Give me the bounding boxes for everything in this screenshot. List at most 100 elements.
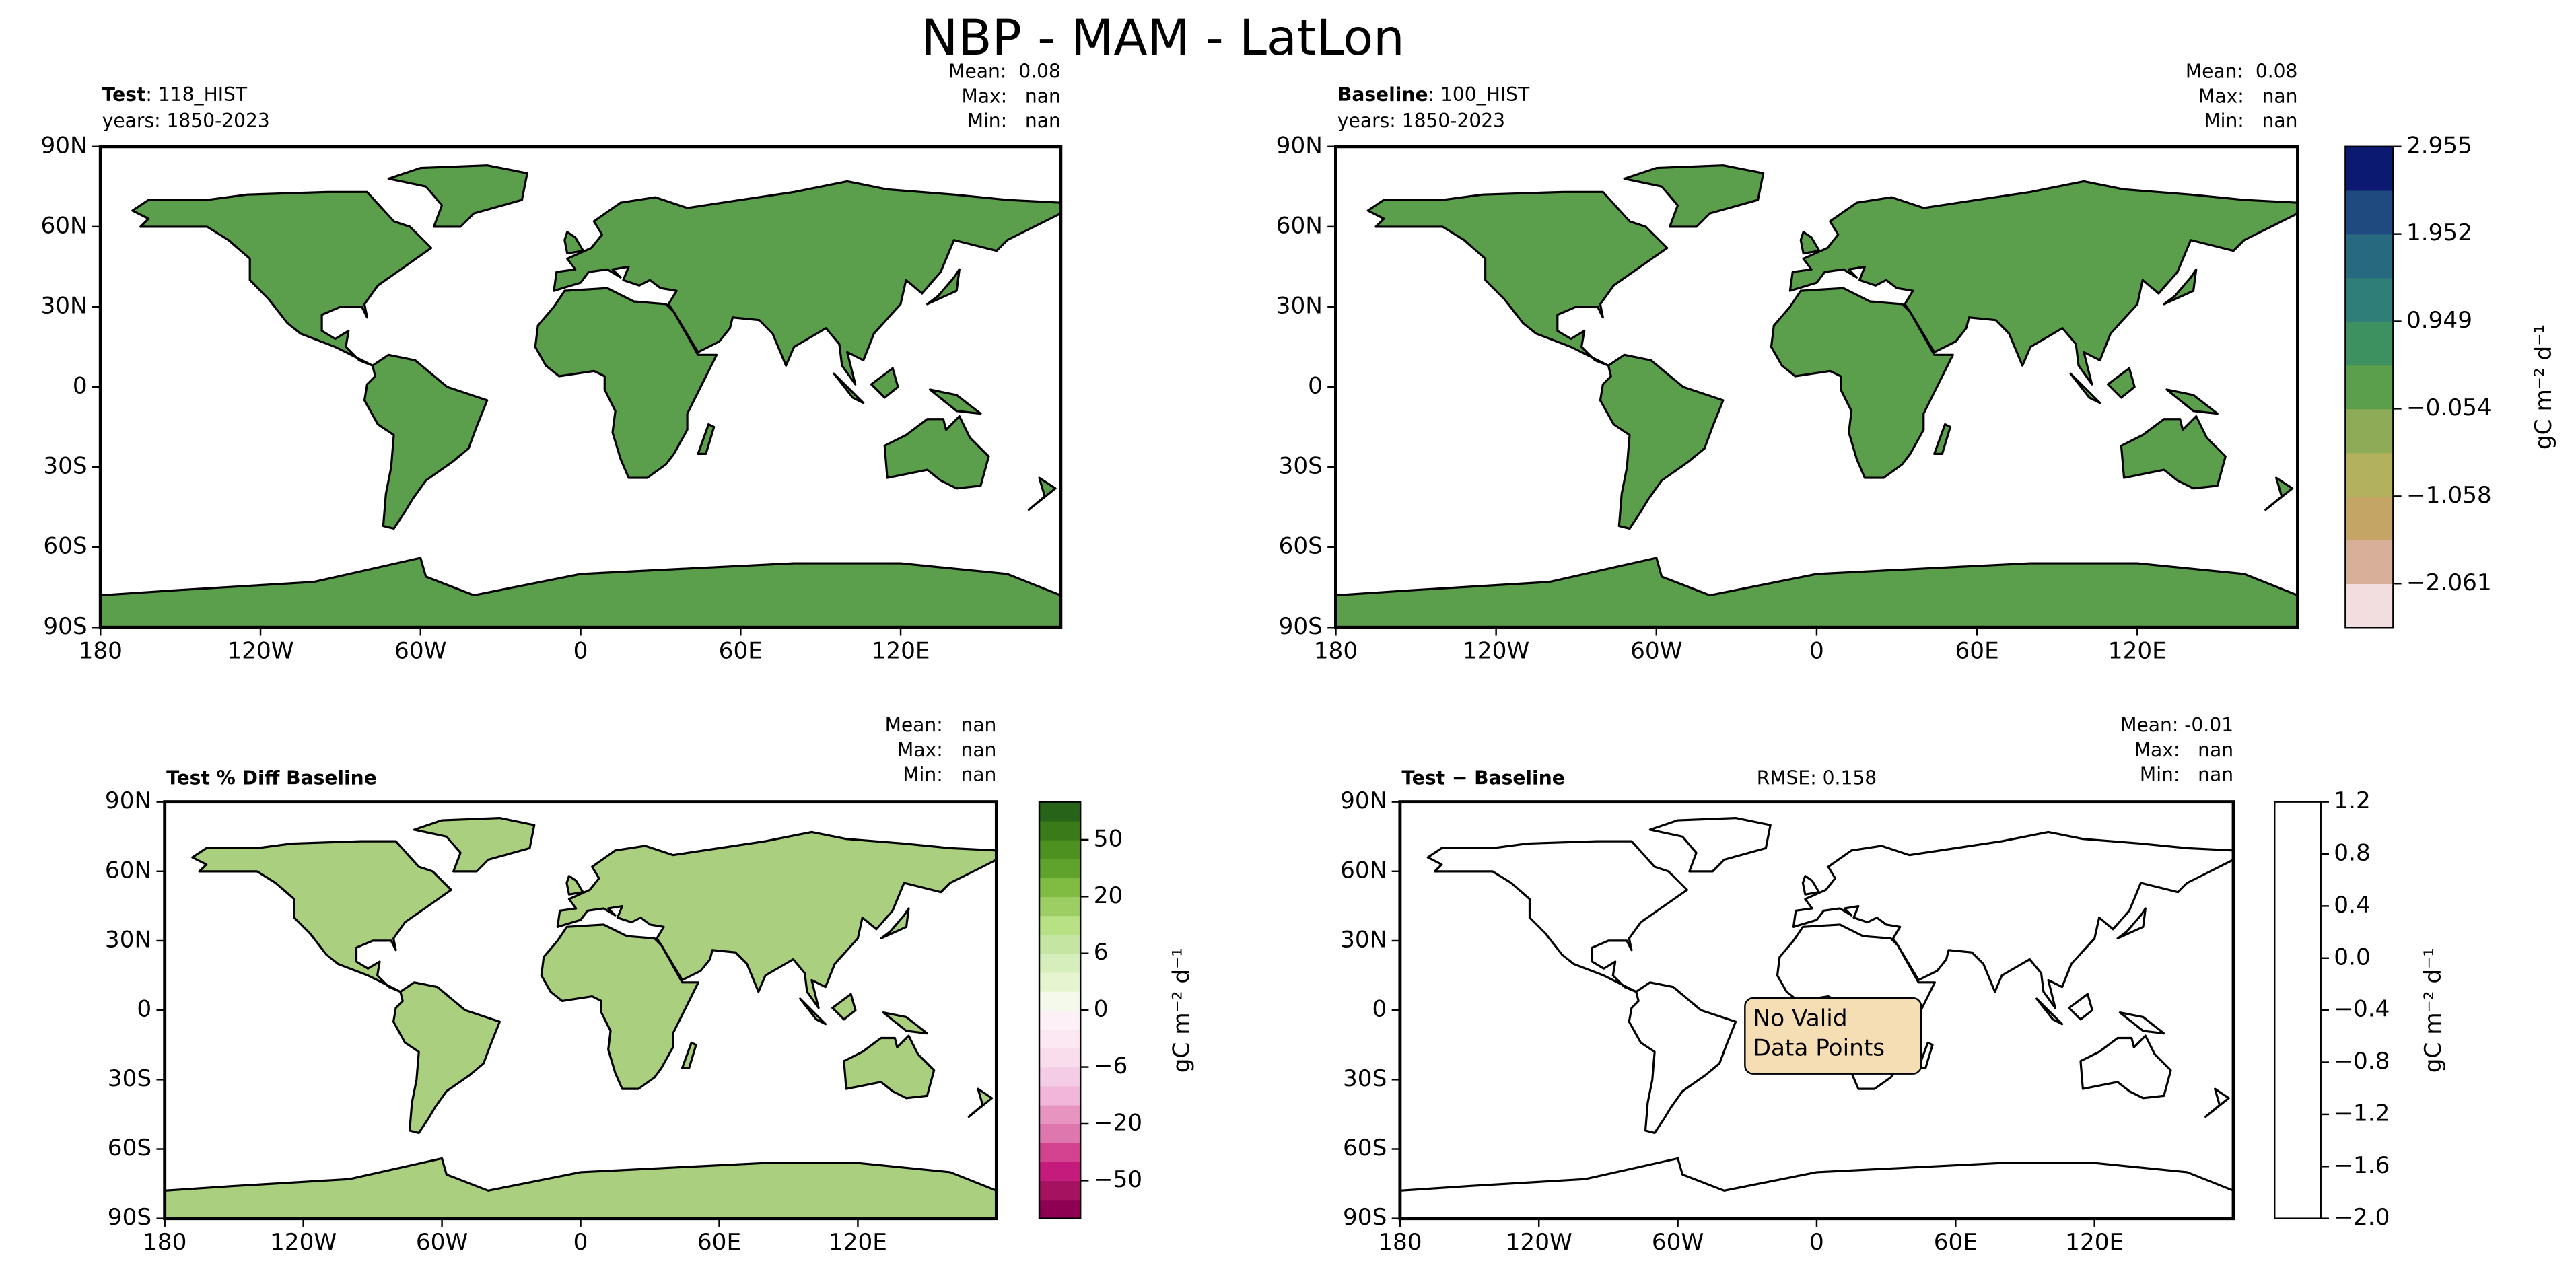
coastline [1628,981,1737,1135]
colorbar-band [2345,277,2394,322]
coastline [1599,353,1725,530]
y-tick-label: 30N [40,292,87,319]
panel-title: Test − Baseline [1401,766,1564,789]
x-tick-label: 120E [829,1229,887,1256]
y-tick-label: 90N [1340,787,1387,814]
coastline [2069,372,2101,404]
colorbar-band [1039,839,1081,859]
coastline [926,268,961,306]
coastline [928,388,982,415]
colorbar-band [1039,1180,1081,1201]
panel-years: years: 1850-2023 [1337,110,1505,132]
colorbar-band [1039,991,1081,1011]
colorbar-tick-label: −0.054 [2406,394,2492,421]
colorbar-band [2345,452,2394,497]
panel-title-bold: Baseline [1337,83,1428,106]
coastline [556,830,997,1009]
colorbar-band [1039,859,1081,878]
panel-title-rest: : 100_HIST [1428,83,1530,106]
colorbar-tick-label: −2.061 [2406,569,2492,596]
panel-title: Test: 118_HIST [102,83,248,106]
stat: Max: nan [961,85,1060,107]
colorbar-band [1039,801,1081,822]
colorbar-tick-label: 0.949 [2406,307,2472,334]
coastline [553,180,1061,386]
colorbar-band [2345,408,2394,454]
stat: Max: nan [2134,739,2233,761]
coastline [413,817,536,873]
x-tick-label: 120W [270,1229,337,1256]
land [100,164,1061,628]
coastline [2118,1011,2165,1035]
y-tick-label: 60N [40,212,87,239]
annotation: No Valid [1753,1005,1848,1032]
colorbar-tick-label: 6 [1094,939,1109,966]
y-tick-label: 30S [43,453,87,480]
coastline [799,997,827,1026]
colorbar-band [2345,321,2394,366]
coastline [2120,415,2227,490]
stat: Max: nan [2198,85,2297,107]
x-tick-label: 60W [416,1229,468,1256]
colorbar-frame [2344,145,2394,629]
coastline [967,1087,994,1118]
coastline [565,875,584,896]
y-tick-label: 90S [43,613,87,640]
colorbar-label: gC m⁻² d⁻¹ [2530,324,2557,450]
colorbar-tick-label: −20 [1094,1109,1142,1136]
stat: Max: nan [897,739,996,761]
colorbar-band [2274,801,2321,1219]
colorbar-band [1039,1067,1081,1087]
coastline [387,164,528,228]
coastline [563,231,585,255]
coastline [392,981,501,1135]
stat: Min: nan [967,110,1061,132]
coastline [1366,190,1669,367]
rmse: RMSE: 0.158 [1757,766,1877,789]
colorbar-band [1039,1029,1081,1049]
figure-title: NBP - MAM - LatLon [921,9,1404,67]
x-tick-label: 120W [227,637,293,664]
colorbar-tick-label: −0.8 [2334,1048,2390,1075]
y-tick-label: 0 [1372,996,1387,1023]
colorbar-band [1039,1162,1081,1182]
colorbar-band [2345,146,2394,191]
panel-years: years: 1850-2023 [102,110,270,132]
x-tick-label: 120E [2065,1229,2124,1256]
coastline [843,1034,936,1100]
x-tick-label: 60W [394,637,446,664]
stat: Mean: 0.08 [948,61,1061,83]
colorbar-tick-label: −1.058 [2406,482,2492,509]
x-tick-label: 180 [1378,1229,1422,1256]
y-tick-label: 60S [108,1135,151,1162]
x-tick-label: 60E [697,1229,741,1256]
stat: Min: nan [2204,110,2297,132]
y-tick-label: 90S [1343,1204,1387,1231]
y-tick-label: 90S [108,1204,151,1231]
colorbar-band [1039,1104,1081,1124]
coastline [2116,907,2147,940]
coastline [164,1157,997,1219]
panel-title-bold: Test [102,83,146,106]
coastline [2079,1034,2172,1100]
coastline [1799,231,1821,255]
y-tick-label: 60N [105,857,151,884]
colorbar-band [1039,896,1081,917]
colorbar-band [2345,496,2394,541]
y-tick-label: 30N [1276,292,1323,319]
colorbar-tick-label: 0 [1094,996,1109,1023]
coastline [1623,164,1765,228]
coastline [1335,557,2298,628]
colorbar-band [2345,234,2394,279]
colorbar-tick-label: 1.2 [2334,787,2370,814]
coastline [1801,875,1820,896]
y-tick-label: 0 [137,996,151,1023]
x-tick-label: 60W [1630,637,1682,664]
coastline [2165,388,2219,415]
colorbar-label: gC m⁻² d⁻¹ [2420,948,2447,1073]
y-tick-label: 60N [1276,212,1323,239]
coastline [1770,287,1954,479]
coastline [540,923,700,1090]
coastline [833,372,865,404]
